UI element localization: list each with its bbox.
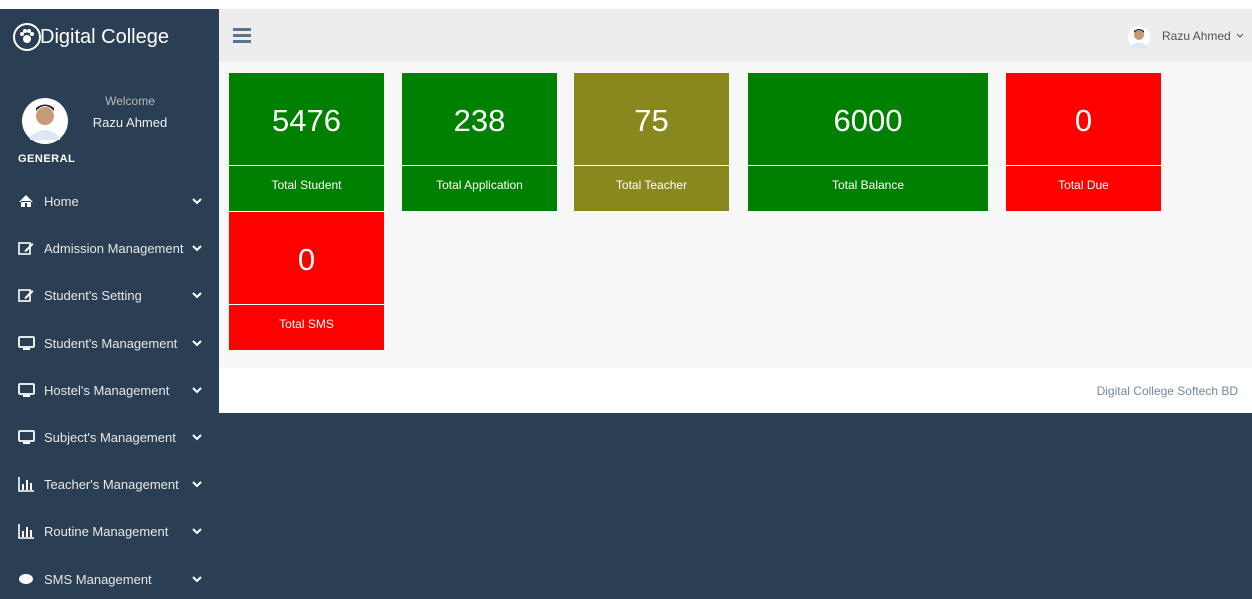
stat-value: 75 (574, 103, 729, 139)
menu-label: Student's Setting (44, 288, 142, 303)
page: Digital College Welcome Razu Ahmed GENER… (0, 0, 1252, 575)
menu-chevron (192, 198, 202, 206)
menu-chevron (192, 245, 202, 253)
stat-divider (402, 165, 557, 166)
top-avatar (1127, 25, 1151, 49)
menu-label: Hostel's Management (44, 383, 169, 398)
menu-icon (18, 476, 35, 492)
stat-card[interactable]: 6000 Total Balance (748, 73, 988, 211)
menu-item[interactable]: Student's Setting (0, 275, 219, 315)
stat-label: Total Balance (748, 178, 988, 192)
stat-divider (229, 304, 384, 305)
section-label: GENERAL (18, 153, 75, 165)
stat-divider (748, 165, 988, 166)
stat-divider (229, 165, 384, 166)
stat-value: 0 (229, 242, 384, 278)
menu-icon (18, 287, 35, 303)
menu-item[interactable]: Teacher's Management (0, 464, 219, 504)
menu-icon (18, 382, 35, 398)
menu-icon (18, 571, 35, 587)
stat-label: Total Due (1006, 178, 1161, 192)
stat-card[interactable]: 0 Total SMS (229, 212, 384, 350)
menu-item[interactable]: Student's Management (0, 323, 219, 363)
menu-label: Routine Management (44, 524, 168, 539)
menu-chevron (192, 528, 202, 536)
menu-toggle[interactable] (233, 27, 253, 45)
stat-card[interactable]: 238 Total Application (402, 73, 557, 211)
user-name: Razu Ahmed (90, 115, 170, 130)
menu-icon (18, 523, 35, 539)
menu-item[interactable]: SMS Management (0, 559, 219, 599)
brand[interactable]: Digital College (40, 26, 169, 49)
menu-label: Student's Management (44, 336, 177, 351)
stat-card[interactable]: 75 Total Teacher (574, 73, 729, 211)
stat-label: Total SMS (229, 317, 384, 331)
stat-value: 5476 (229, 103, 384, 139)
topbar (219, 9, 1252, 63)
stat-card[interactable]: 0 Total Due (1006, 73, 1161, 211)
stat-label: Total Student (229, 178, 384, 192)
menu-icon (18, 240, 35, 256)
stat-label: Total Teacher (574, 178, 729, 192)
menu-item[interactable]: Admission Management (0, 228, 219, 268)
top-user-name[interactable]: Razu Ahmed (1162, 29, 1231, 43)
footer: Digital College Softech BD (219, 368, 1252, 413)
menu-icon (18, 335, 35, 351)
top-chevron (1236, 33, 1244, 39)
menu-icon (18, 429, 35, 445)
menu-label: Admission Management (44, 241, 183, 256)
menu-item[interactable]: Home (0, 181, 219, 221)
menu-label: Home (44, 194, 79, 209)
stat-value: 238 (402, 103, 557, 139)
menu-icon (18, 193, 35, 209)
menu-chevron (192, 340, 202, 348)
stat-label: Total Application (402, 178, 557, 192)
menu-label: Teacher's Management (44, 477, 179, 492)
menu-chevron (192, 481, 202, 489)
menu-label: Subject's Management (44, 430, 176, 445)
stat-divider (1006, 165, 1161, 166)
avatar (21, 97, 69, 145)
menu-item[interactable]: Routine Management (0, 511, 219, 551)
footer-text: Digital College Softech BD (1097, 384, 1238, 398)
menu-item[interactable]: Hostel's Management (0, 370, 219, 410)
menu-label: SMS Management (44, 572, 152, 587)
menu-chevron (192, 434, 202, 442)
menu-chevron (192, 292, 202, 300)
welcome: Welcome (90, 94, 170, 108)
stat-value: 0 (1006, 103, 1161, 139)
menu-item[interactable]: Subject's Management (0, 417, 219, 457)
brand-icon (12, 22, 42, 52)
top-strip (0, 0, 1252, 9)
stat-divider (574, 165, 729, 166)
menu-chevron (192, 387, 202, 395)
stat-card[interactable]: 5476 Total Student (229, 73, 384, 211)
menu-chevron (192, 576, 202, 584)
stat-value: 6000 (748, 103, 988, 139)
